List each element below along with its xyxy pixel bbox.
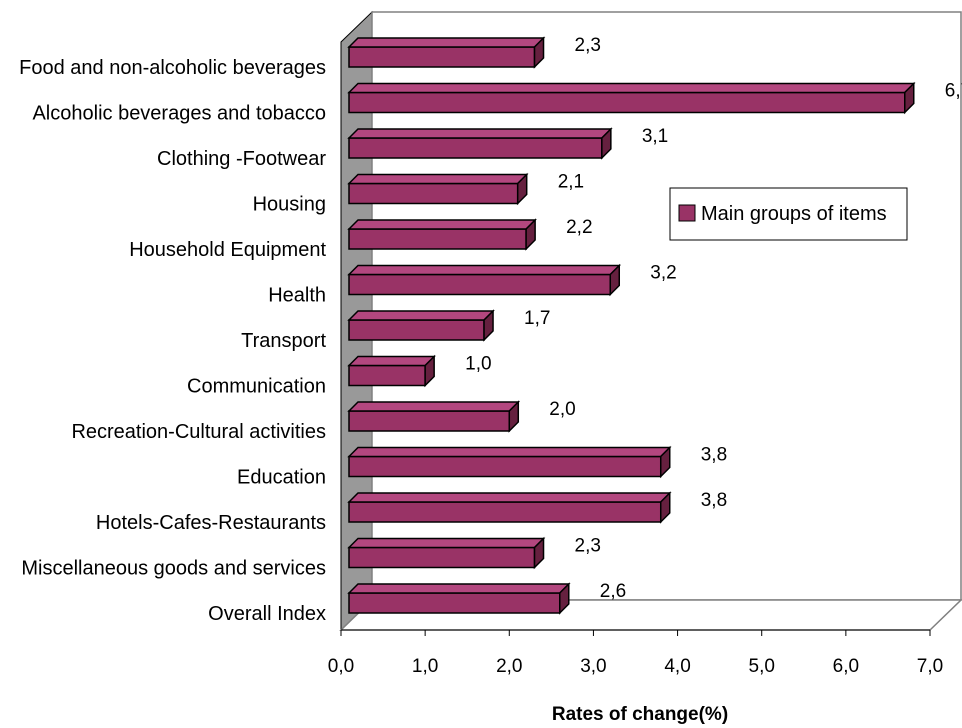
- bar-side: [609, 263, 621, 297]
- bar-side: [659, 445, 671, 479]
- value-label: 2,3: [575, 536, 601, 557]
- x-tick-label: 6,0: [833, 656, 859, 677]
- category-label: Alcoholic beverages and tobacco: [32, 103, 326, 125]
- bar-front: [348, 410, 511, 432]
- bar-top: [347, 219, 537, 230]
- bar-side: [533, 36, 545, 69]
- bar-side: [525, 218, 536, 251]
- bar-top: [347, 128, 613, 139]
- bar: [347, 127, 613, 160]
- legend: Main groups of items: [669, 187, 908, 241]
- bar-front: [348, 455, 662, 478]
- bar: [347, 536, 546, 570]
- bar-front: [348, 137, 603, 159]
- bar-side: [559, 582, 570, 615]
- bar-front: [348, 46, 536, 68]
- bar: [347, 172, 529, 206]
- value-label: 3,2: [650, 263, 676, 284]
- bar-front: [348, 182, 519, 205]
- category-label: Hotels-Cafes-Restaurants: [96, 512, 326, 534]
- bar-front: [348, 546, 536, 569]
- bar-top: [347, 310, 495, 321]
- bar-front: [348, 364, 426, 387]
- bar-top: [347, 264, 622, 276]
- bar-side: [601, 127, 612, 160]
- bar-side: [483, 309, 494, 342]
- x-tick-label: 2,0: [496, 656, 522, 677]
- category-label: Transport: [241, 330, 326, 352]
- value-labels: 2,3 6,7 3,1 2,1 2,2 3,2 1,7 1,0 2,0 3,8 3,8 2,3 2,6: [465, 35, 962, 602]
- x-tick-label: 1,0: [412, 656, 438, 677]
- category-label: Housing: [253, 194, 326, 216]
- bars-group: [347, 36, 916, 615]
- bar-top: [347, 583, 571, 594]
- value-label: 6,7: [945, 81, 962, 102]
- bar-top: [347, 446, 672, 458]
- x-tick-label: 3,0: [580, 656, 606, 677]
- bar-front: [348, 228, 527, 250]
- category-label: Overall Index: [208, 603, 326, 625]
- legend-entry: Main groups of items: [701, 203, 887, 225]
- bar-top: [347, 492, 672, 503]
- bar-side: [659, 491, 671, 524]
- category-label: Recreation-Cultural activities: [71, 421, 326, 443]
- value-label: 1,0: [465, 354, 491, 375]
- bar: [347, 36, 546, 69]
- value-label: 2,0: [549, 399, 575, 420]
- value-label: 2,6: [600, 581, 626, 602]
- x-tick-label: 5,0: [749, 656, 775, 677]
- category-label: Miscellaneous goods and services: [21, 558, 326, 580]
- value-label: 3,8: [701, 445, 727, 466]
- category-label: Clothing -Footwear: [157, 148, 326, 170]
- bar-front: [348, 501, 662, 523]
- value-label: 3,8: [701, 490, 727, 511]
- bar-top: [347, 37, 546, 48]
- bar-side: [904, 81, 915, 115]
- bar-front: [348, 592, 561, 614]
- bar: [347, 445, 672, 479]
- bar-top: [347, 82, 916, 94]
- bar: [347, 309, 495, 342]
- value-label: 2,3: [575, 35, 601, 56]
- category-label: Education: [237, 467, 326, 489]
- bar: [347, 81, 916, 115]
- legend-swatch: [678, 204, 696, 222]
- category-label: Health: [268, 285, 326, 307]
- bar: [347, 218, 537, 251]
- x-tick-label: 4,0: [664, 656, 690, 677]
- bar-front: [348, 91, 906, 114]
- category-label: Household Equipment: [129, 239, 326, 261]
- bar: [347, 400, 521, 433]
- bar-side: [533, 536, 545, 570]
- value-label: 2,2: [566, 217, 592, 238]
- bar: [347, 263, 622, 297]
- x-axis-title: Rates of change(%): [552, 704, 728, 725]
- bar: [347, 491, 672, 524]
- value-label: 2,1: [558, 172, 584, 193]
- bar: [347, 582, 571, 615]
- bar-front: [348, 319, 485, 341]
- value-label: 1,7: [524, 308, 550, 329]
- bar-top: [347, 355, 436, 367]
- bar: [347, 354, 436, 388]
- bar-top: [347, 173, 529, 185]
- bar-front: [348, 273, 612, 296]
- bar-top: [347, 537, 546, 549]
- category-label: Communication: [187, 376, 326, 398]
- x-axis: 0,0 1,0 2,0 3,0 4,0 5,0 6,0 7,0: [328, 629, 943, 677]
- value-label: 3,1: [642, 126, 668, 147]
- x-tick-label: 7,0: [917, 656, 943, 677]
- bar-side: [508, 400, 520, 433]
- category-label: Food and non-alcoholic beverages: [19, 57, 326, 79]
- x-tick-label: 0,0: [328, 656, 354, 677]
- bar-side: [516, 172, 528, 206]
- legend-box: [669, 187, 908, 241]
- bar-side: [424, 354, 435, 388]
- bar-top: [347, 401, 521, 412]
- category-labels: Food and non-alcoholic beverages Alcoholi…: [19, 57, 326, 625]
